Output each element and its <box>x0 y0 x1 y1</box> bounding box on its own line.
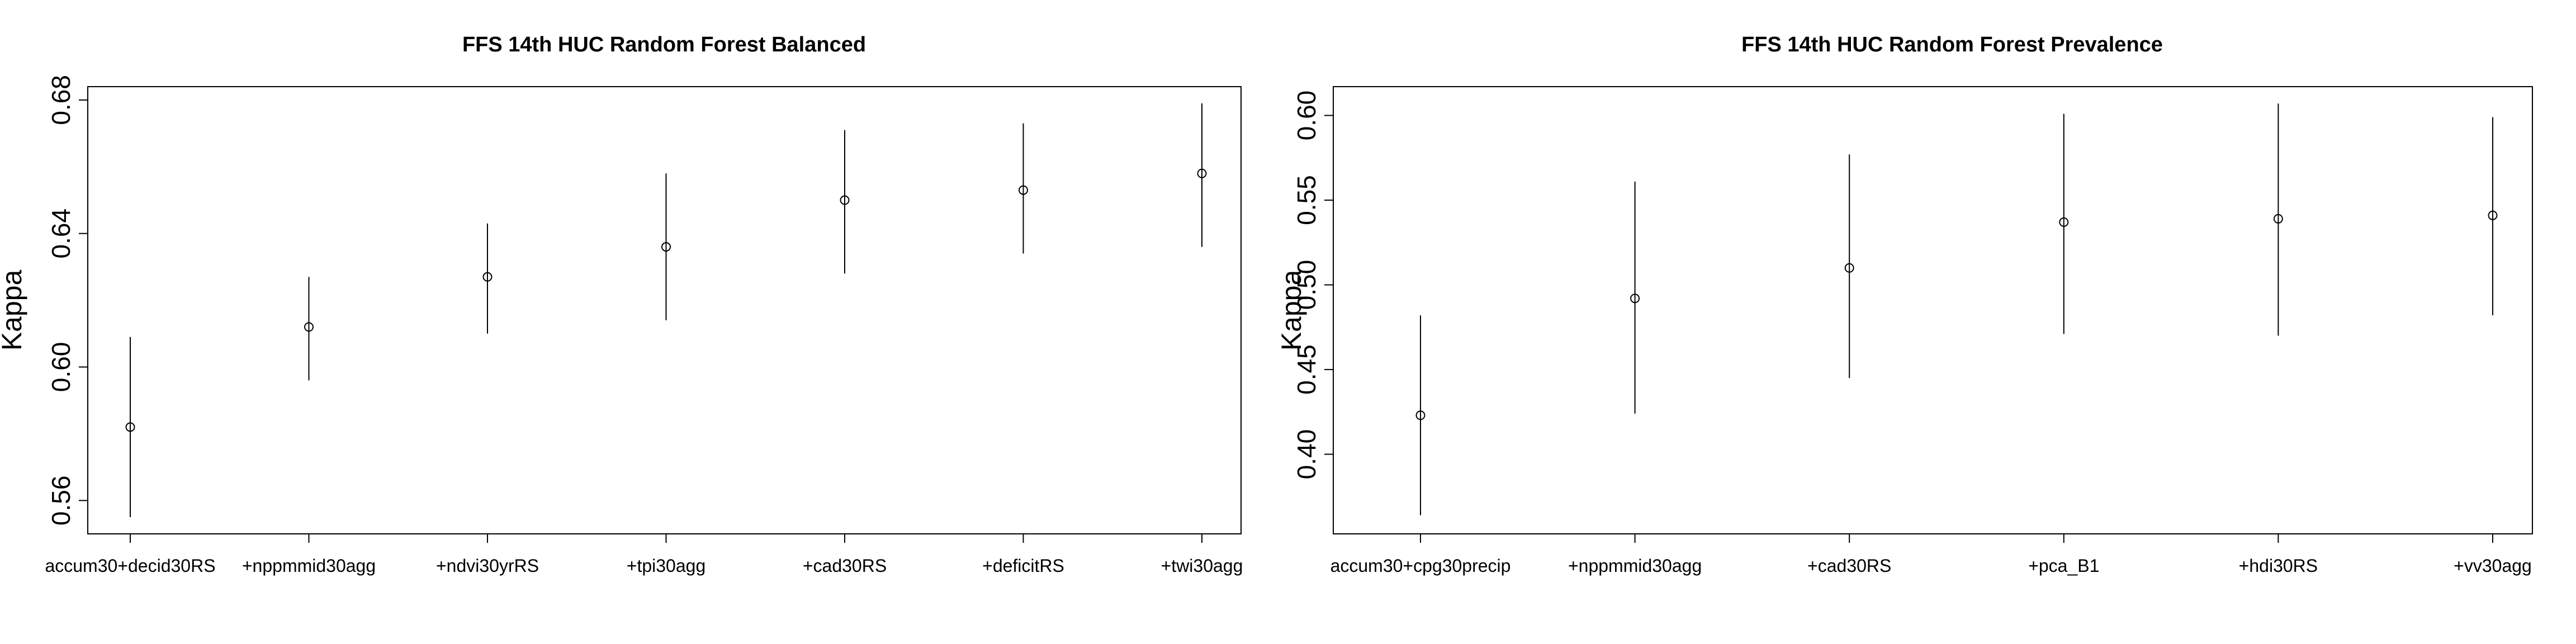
x-tick-label: +nppmmid30agg <box>242 556 376 576</box>
data-point <box>1197 168 1207 178</box>
x-tick-label: +tpi30agg <box>627 556 705 576</box>
x-axis: accum30+decid30RS +nppmmid30agg +ndvi30yrR… <box>45 533 1243 576</box>
data-point <box>2488 210 2498 220</box>
x-tick-label: accum30+cpg30precip <box>1330 556 1511 576</box>
y-tick-label: 0.45 <box>1292 344 1321 395</box>
data-point <box>304 322 314 332</box>
data-point <box>482 272 493 282</box>
data-point <box>2059 217 2069 227</box>
chart-title: FFS 14th HUC Random Forest Balanced <box>462 33 866 56</box>
y-axis: 0.40 0.45 0.50 0.55 0.60 <box>1292 91 1334 480</box>
x-tick-label: +twi30agg <box>1161 556 1243 576</box>
x-tick-label: +cad30RS <box>1807 556 1891 576</box>
y-tick-label: 0.55 <box>1292 175 1321 225</box>
chart-prevalence: FFS 14th HUC Random Forest Prevalence Ka… <box>1276 33 2533 576</box>
x-tick-label: +pca_B1 <box>2028 556 2099 576</box>
data-point <box>1019 185 1028 195</box>
y-tick-label: 0.64 <box>46 209 75 259</box>
data-point <box>661 242 671 252</box>
x-tick-label: +cad30RS <box>803 556 887 576</box>
y-axis: 0.56 0.60 0.64 0.68 <box>46 75 88 525</box>
data-point <box>1844 263 1854 273</box>
chart-balanced: FFS 14th HUC Random Forest Balanced Kapp… <box>0 33 1243 576</box>
data-point <box>840 195 850 205</box>
y-axis-label: Kappa <box>0 270 27 351</box>
data-point <box>2273 214 2283 224</box>
y-tick-label: 0.60 <box>1292 91 1321 141</box>
x-tick-label: +ndvi30yrRS <box>436 556 539 576</box>
x-tick-label: +deficitRS <box>982 556 1064 576</box>
data-point <box>1415 410 1426 420</box>
data-marks <box>125 103 1207 518</box>
chart-title: FFS 14th HUC Random Forest Prevalence <box>1741 33 2163 56</box>
plot-frame <box>87 86 1242 534</box>
data-marks <box>1415 103 2498 515</box>
x-tick-label: +nppmmid30agg <box>1568 556 1702 576</box>
plot-frame <box>1333 86 2533 534</box>
x-tick-label: +vv30agg <box>2454 556 2532 576</box>
data-point <box>125 422 135 432</box>
y-axis-label: Kappa <box>1276 270 1307 351</box>
y-tick-label: 0.68 <box>46 75 75 125</box>
y-tick-label: 0.50 <box>1292 260 1321 310</box>
y-tick-label: 0.60 <box>46 342 75 392</box>
y-tick-label: 0.40 <box>1292 429 1321 480</box>
x-tick-label: accum30+decid30RS <box>45 556 215 576</box>
x-axis: accum30+cpg30precip +nppmmid30agg +cad30RS… <box>1330 533 2532 576</box>
data-point <box>1630 293 1640 304</box>
y-tick-label: 0.56 <box>46 476 75 526</box>
x-tick-label: +hdi30RS <box>2239 556 2318 576</box>
